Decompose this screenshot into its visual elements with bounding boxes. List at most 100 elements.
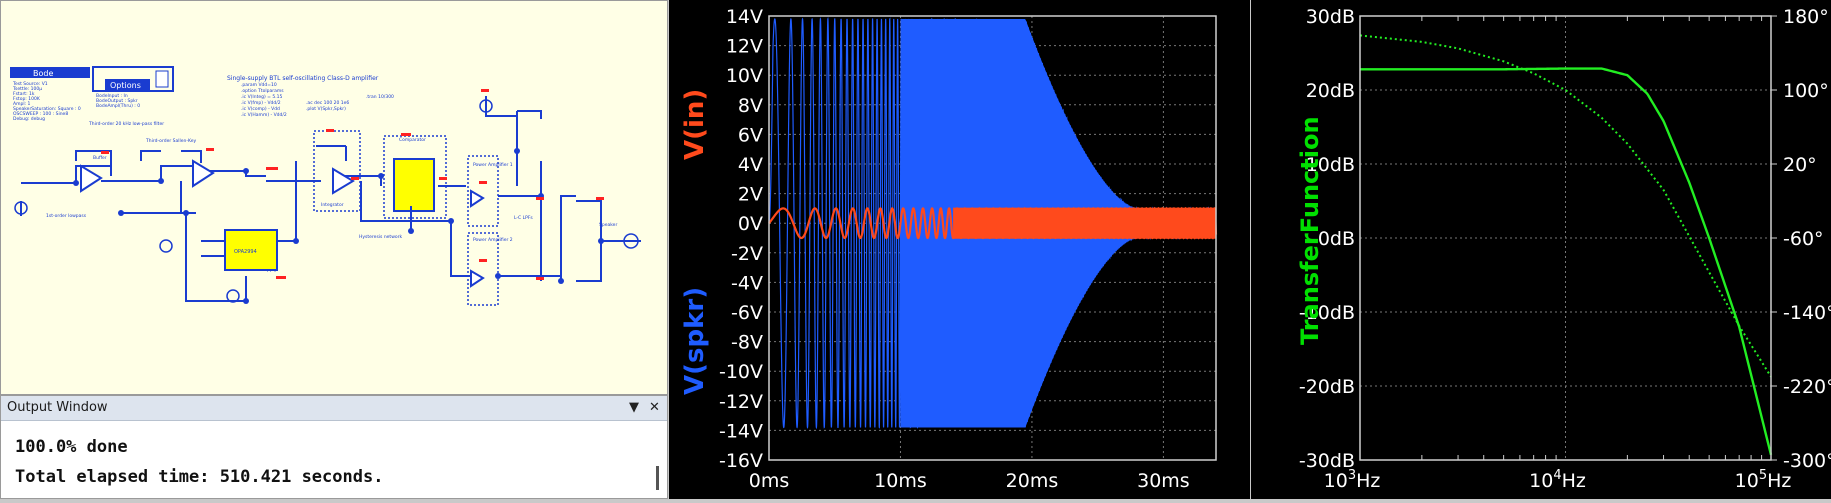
x-tick-exp: 3 xyxy=(1348,468,1356,483)
x-tick-label: 0ms xyxy=(749,470,790,492)
x-tick-base: 10 xyxy=(1529,470,1553,492)
series-magnitude-line xyxy=(1360,67,1773,456)
transient-y-ticks: 14V 12V 10V 8V 6V 4V 2V 0V -2V -4V -6V -8V -10V -12V -… xyxy=(719,6,763,472)
transient-traces xyxy=(768,16,1218,430)
bode-x-ticks: 103Hz 104Hz 105Hz xyxy=(1324,468,1792,492)
x-tick-label: 10ms xyxy=(874,470,927,492)
chevron-down-icon[interactable]: ▼ xyxy=(629,400,639,415)
setting-line: Debug: debug xyxy=(13,116,45,122)
directive-line: .ic V(Integ) = 5.15 xyxy=(241,94,283,100)
y-tick-label: 4V xyxy=(738,154,763,176)
options-swatch xyxy=(155,70,169,88)
x-tick-exp: 4 xyxy=(1553,468,1561,483)
x-tick-unit: Hz xyxy=(1356,470,1380,492)
directive-line: .ic V(fmp) - Vdd/2 xyxy=(241,100,281,106)
bode-right-ticks: 180° 100° 20° -60° -140° -220° -300° xyxy=(1771,6,1831,472)
opamp-symbols xyxy=(80,159,485,288)
y-tick-label: -2V xyxy=(731,243,763,265)
directive-line: .ic V(comp) - Vdd xyxy=(241,106,280,112)
setting-line: OSCSWEEP : 100 : Sine8 xyxy=(13,111,68,117)
x-tick-exp: 5 xyxy=(1759,468,1767,483)
transient-x-ticks: 0ms 10ms 20ms 30ms xyxy=(749,470,1190,492)
right-tick-label: 100° xyxy=(1783,80,1829,102)
directive-line: .param Vdd=10 xyxy=(241,82,277,88)
right-tick-label: -300° xyxy=(1783,450,1831,472)
transient-plot-pane[interactable]: 14V 12V 10V 8V 6V 4V 2V 0V -2V -4V -6V -8V -10V -12V -… xyxy=(669,0,1250,499)
y-tick-label: 14V xyxy=(726,6,763,28)
transient-plot[interactable]: 14V 12V 10V 8V 6V 4V 2V 0V -2V -4V -6V -8V -10V -12V -… xyxy=(669,0,1250,499)
y-tick-label: -14V xyxy=(719,420,763,442)
y-tick-label: 30dB xyxy=(1306,6,1355,28)
y-tick-label: 0dB xyxy=(1318,228,1355,250)
sallen-label: Third-order Sallen-Key xyxy=(145,138,196,144)
schematic-canvas[interactable]: Bode Options Test Source: V1 Tsettle: 10… xyxy=(1,1,668,395)
source-v1 xyxy=(14,201,28,215)
series-label-vin: V(in) xyxy=(680,89,710,160)
junction-dots xyxy=(73,148,604,304)
options-frame xyxy=(92,66,174,92)
filter-label: Third-order 20 kHz low-pass filter xyxy=(88,121,164,127)
pa1-label: Power Amplifier 1 xyxy=(473,162,513,168)
buffer-label: Buffer xyxy=(93,155,107,161)
bode-plot-frame xyxy=(1359,15,1772,461)
options-button-label: Options xyxy=(110,81,141,90)
setting-line: SpeakerSaturation: Square : 0 xyxy=(13,106,81,112)
pa2-label: Power Amplifier 2 xyxy=(473,237,513,243)
series-vin-band xyxy=(953,207,1216,239)
y-tick-label: -12V xyxy=(719,391,763,413)
y-tick-label: 20dB xyxy=(1306,80,1355,102)
directive-line: .option Ttolparams xyxy=(241,88,284,94)
y-tick-label: -10dB xyxy=(1299,302,1355,324)
right-tick-label: -220° xyxy=(1783,376,1831,398)
right-tick-label: -140° xyxy=(1783,302,1831,324)
y-tick-label: -8V xyxy=(731,332,763,354)
schematic-title: Single-supply BTL self-oscillating Class… xyxy=(227,75,379,82)
output-line: Total elapsed time: 510.421 seconds. xyxy=(15,467,384,487)
y-tick-label: 8V xyxy=(738,95,763,117)
y-tick-label: -6V xyxy=(731,302,763,324)
comparator-label: Comparator xyxy=(399,137,426,143)
bode-line: BodeOutput : Spkr xyxy=(96,98,138,104)
output-scrollbar[interactable] xyxy=(656,466,659,490)
hysteresis-label: Hysteresis network xyxy=(359,234,402,240)
setting-line: Test Source: V1 xyxy=(12,81,48,87)
opa-ic[interactable] xyxy=(224,229,278,271)
settings-block: Test Source: V1 Tsettle: 100µ Fstart: 1k… xyxy=(12,81,394,122)
pa2-box xyxy=(467,232,499,306)
x-tick-label: 105Hz xyxy=(1735,468,1792,492)
x-tick-base: 10 xyxy=(1735,470,1759,492)
series-label-vspkr: V(spkr) xyxy=(680,287,710,395)
y-tick-label: 10dB xyxy=(1306,154,1355,176)
integrator-box xyxy=(313,130,361,212)
options-button[interactable] xyxy=(105,79,150,90)
output-window-body[interactable]: 100.0% done Total elapsed time: 510.421 … xyxy=(1,421,667,493)
y-tick-label: -16V xyxy=(719,450,763,472)
series-phase-line xyxy=(1359,34,1772,378)
bode-plot[interactable]: 30dB 20dB 10dB 0dB -10dB -20dB -30dB 180° 100° 2… xyxy=(1251,0,1831,499)
y-tick-label: 10V xyxy=(726,65,763,87)
setting-line: Fstart: 1k xyxy=(13,91,35,97)
setting-line: Tsettle: 100µ xyxy=(12,86,42,92)
lc-label: L-C LPFs xyxy=(514,215,533,221)
y-tick-label: 0V xyxy=(738,213,763,235)
setting-line: Ampl: 1 xyxy=(13,101,31,107)
close-icon[interactable]: ✕ xyxy=(649,400,660,415)
comparator-ic[interactable] xyxy=(393,158,435,212)
net-labels xyxy=(101,89,604,280)
bode-traces xyxy=(1359,34,1773,456)
x-tick-unit: Hz xyxy=(1562,470,1586,492)
output-window-title: Output Window xyxy=(7,400,108,415)
bode-plot-pane[interactable]: 30dB 20dB 10dB 0dB -10dB -20dB -30dB 180° 100° 2… xyxy=(1251,0,1831,499)
output-window[interactable]: Output Window ▼ ✕ 100.0% done Total elap… xyxy=(0,395,668,499)
bode-button[interactable] xyxy=(10,67,90,78)
right-tick-label: -60° xyxy=(1783,228,1824,250)
output-window-header: Output Window ▼ ✕ xyxy=(1,396,667,421)
x-tick-label: 104Hz xyxy=(1529,468,1586,492)
y-tick-label: 6V xyxy=(738,124,763,146)
y-tick-label: -30dB xyxy=(1299,450,1355,472)
opa-ic-label: OPA2994 xyxy=(234,249,257,255)
directive-line: .ic V(Hamm) - Vdd/2 xyxy=(241,112,287,118)
setting-line: Fstop: 100K xyxy=(13,96,41,102)
x-tick-base: 10 xyxy=(1324,470,1348,492)
schematic-editor[interactable]: Bode Options Test Source: V1 Tsettle: 10… xyxy=(0,0,668,395)
